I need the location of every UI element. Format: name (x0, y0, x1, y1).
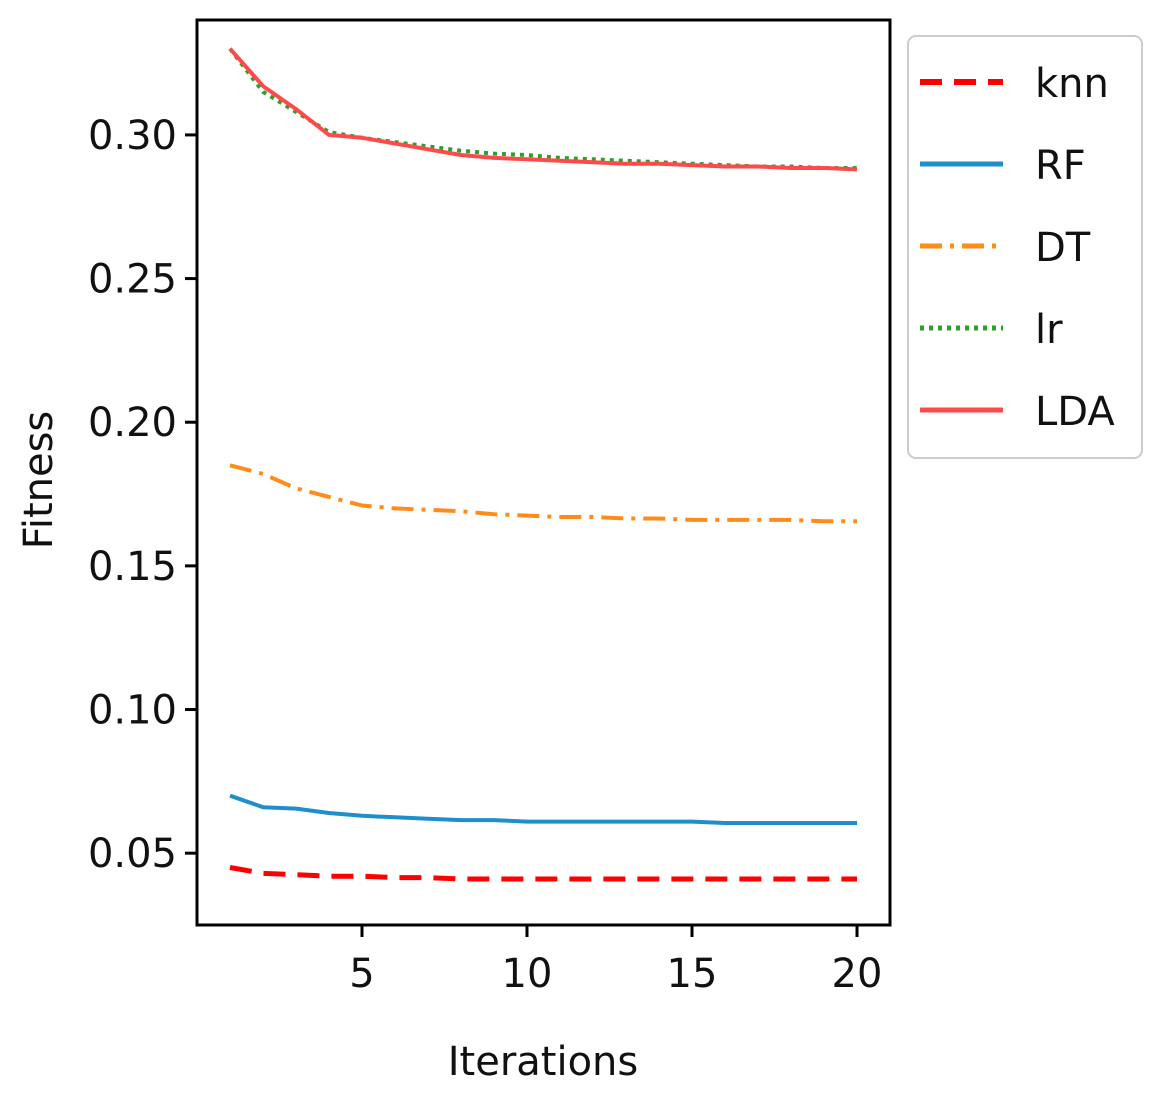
legend-label-rf: RF (1035, 143, 1086, 189)
y-tick-label: 0.10 (88, 688, 177, 734)
y-tick-label: 0.15 (88, 544, 177, 590)
legend-box (907, 35, 1143, 459)
x-tick-label: 15 (667, 951, 718, 997)
series-layer (228, 47, 858, 882)
series-line-dt (229, 463, 857, 524)
x-tick-label: 5 (349, 951, 374, 997)
series-line-lda (228, 47, 858, 172)
legend-label-dt: DT (1035, 225, 1091, 271)
legend[interactable]: knn RF DT lr LDA (907, 35, 1143, 459)
plot-frame (195, 18, 892, 927)
legend-label-lda: LDA (1035, 389, 1115, 435)
y-tick-label: 0.20 (88, 400, 177, 446)
x-tick-label: 10 (502, 951, 553, 997)
series-line-knn (229, 865, 857, 882)
series-line-lr (228, 47, 857, 170)
series-line-rf (229, 793, 857, 825)
y-tick-label: 0.05 (88, 831, 177, 877)
y-tick-label: 0.30 (88, 113, 177, 159)
legend-label-knn: knn (1035, 61, 1109, 107)
legend-label-lr: lr (1035, 307, 1063, 353)
x-axis-label: Iterations (448, 1039, 639, 1085)
x-tick-label: 20 (832, 951, 883, 997)
y-tick-label: 0.25 (88, 257, 177, 303)
y-axis-label: Fitness (16, 411, 62, 550)
x-axis-ticks: 5 10 15 20 (349, 925, 882, 997)
y-axis-ticks: 0.05 0.10 0.15 0.20 0.25 0.30 (88, 113, 197, 877)
